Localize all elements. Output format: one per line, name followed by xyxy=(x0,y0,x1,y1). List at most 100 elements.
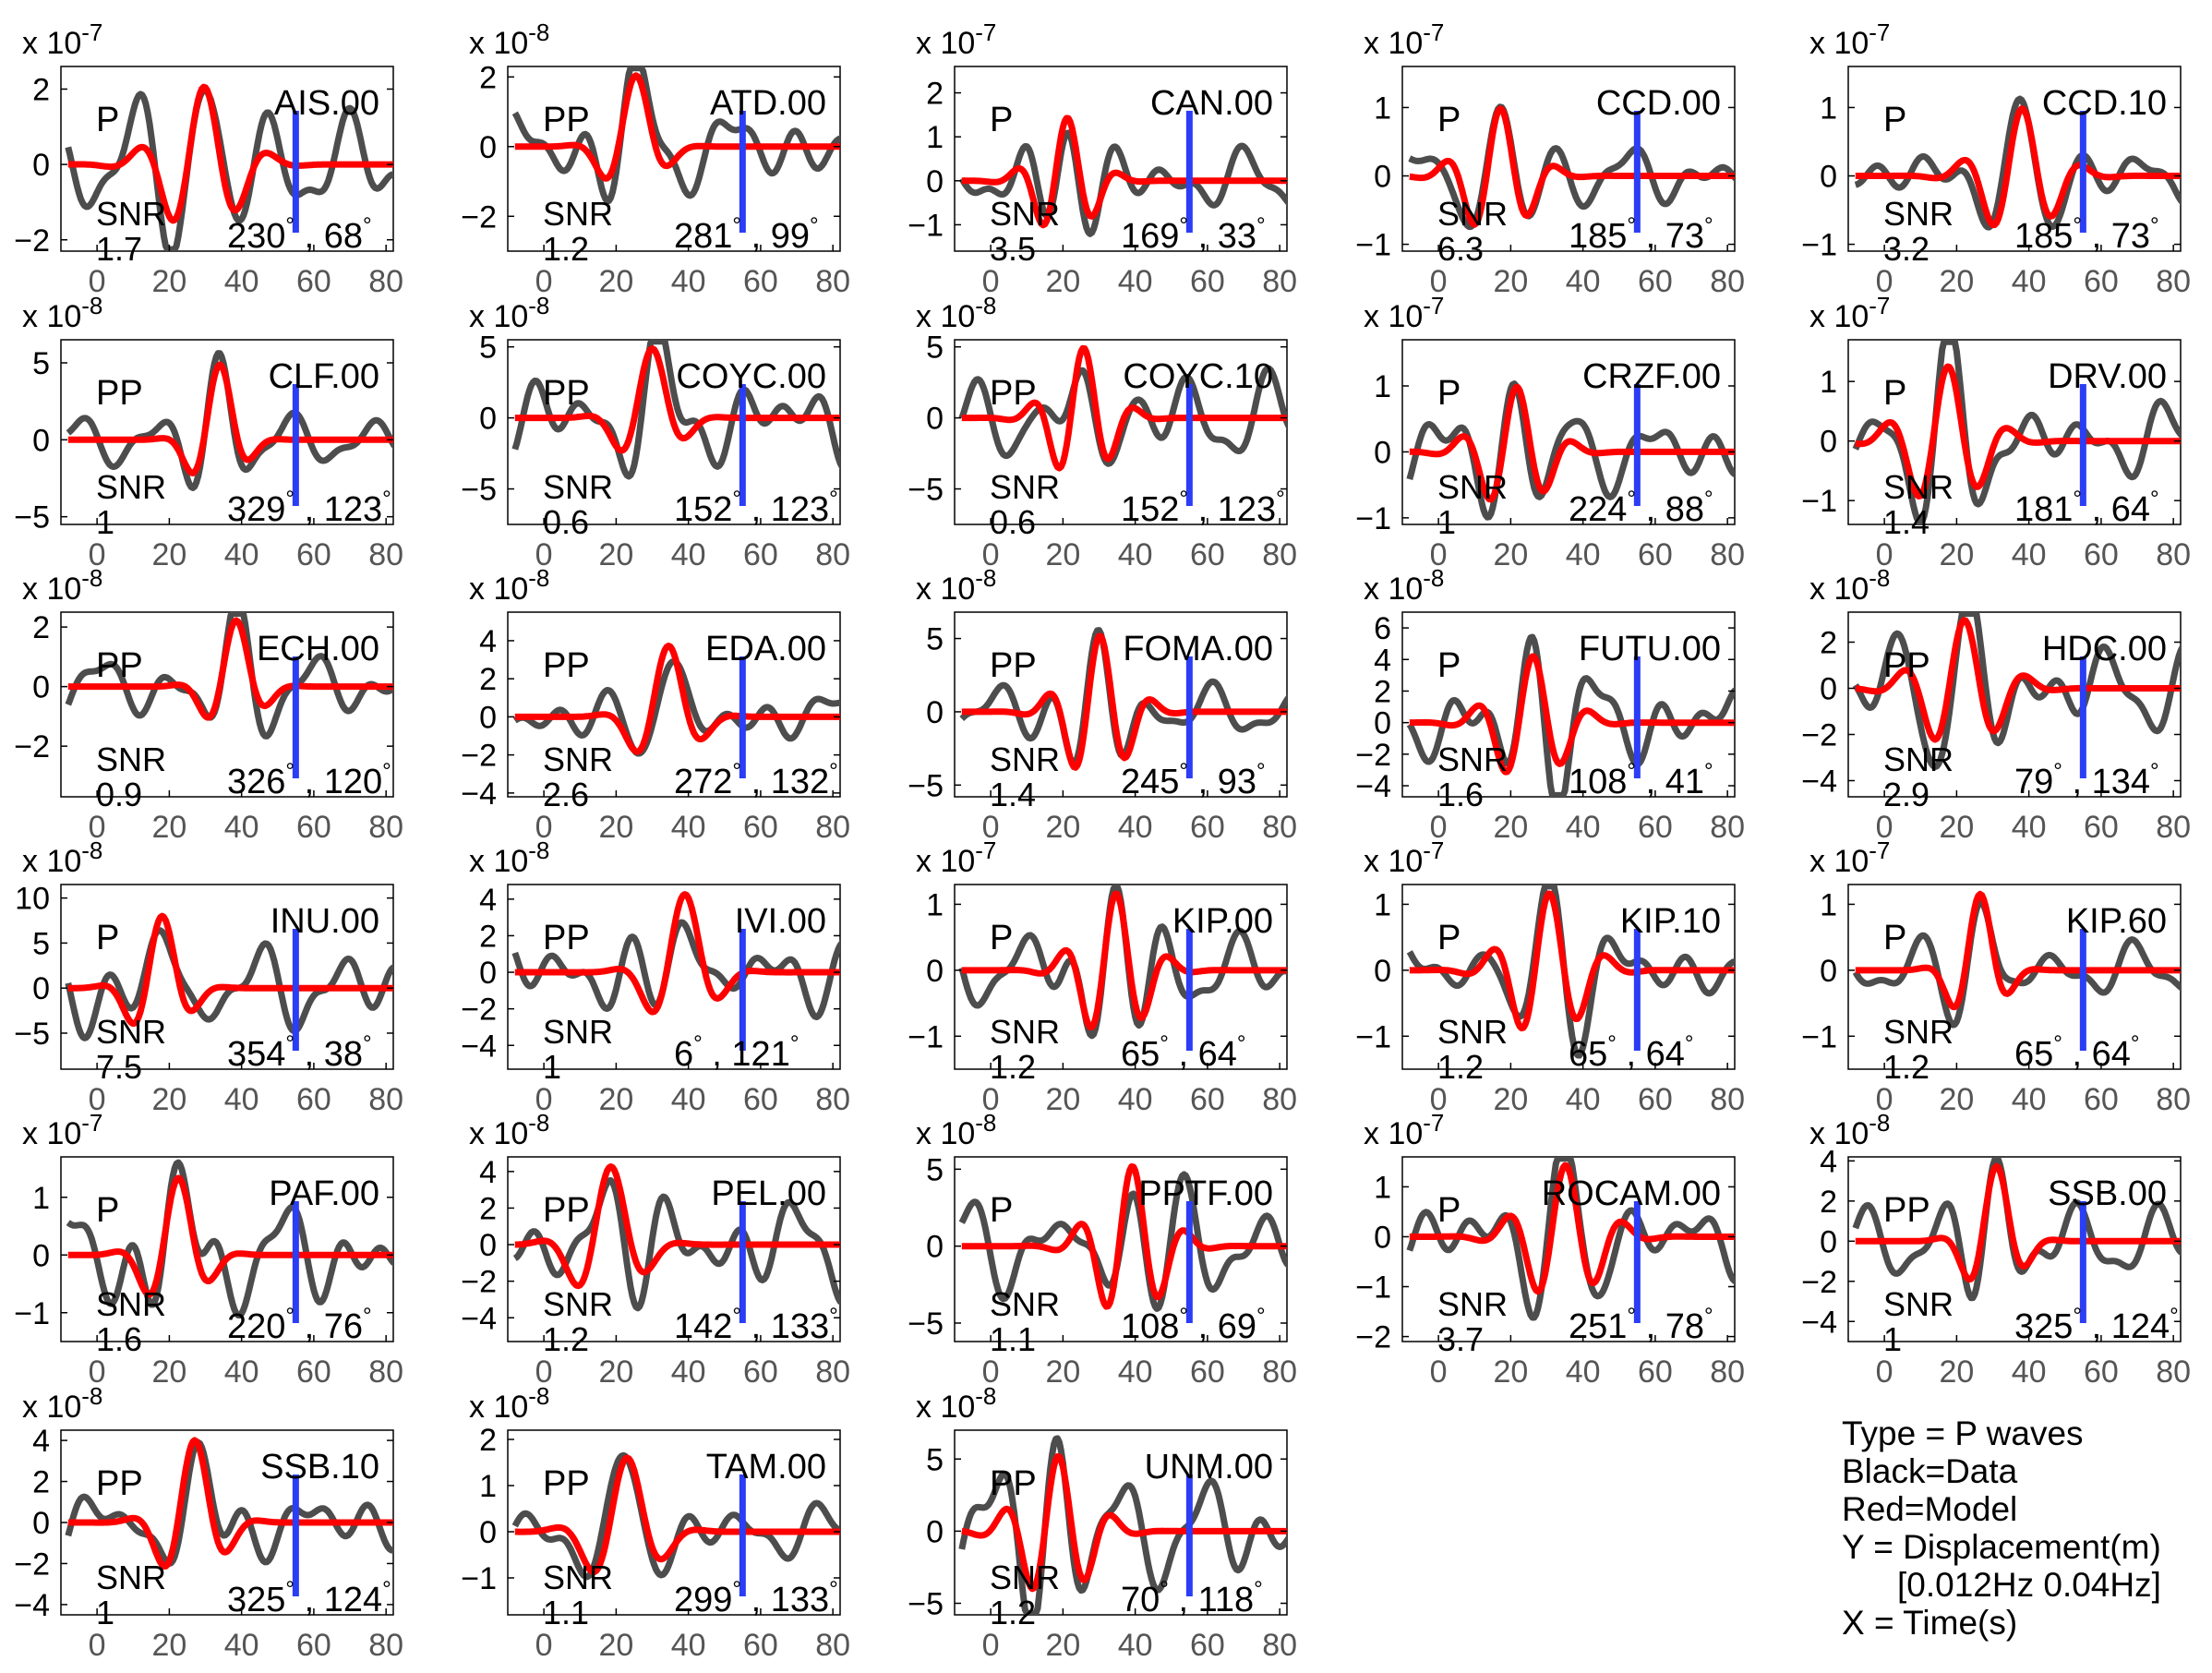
snr-value: 3.5 xyxy=(990,230,1036,268)
x-tick-label: 0 xyxy=(89,810,106,845)
y-tick-label: 2 xyxy=(479,662,497,697)
x-tick-label: 0 xyxy=(89,537,106,572)
snr-label: SNR xyxy=(96,468,166,506)
x-tick-label: 80 xyxy=(1262,1354,1297,1390)
station-label: CCD.10 xyxy=(2042,84,2167,123)
x-tick-label: 20 xyxy=(151,1628,186,1663)
snr-value: 1 xyxy=(96,1594,114,1631)
y-exponent: x 10-8 xyxy=(22,836,102,879)
axes-box xyxy=(1401,66,1736,252)
y-tick-label: 4 xyxy=(479,1155,497,1190)
y-tick-label: −2 xyxy=(1355,1320,1391,1355)
snr-label: SNR xyxy=(1437,468,1508,506)
data-trace xyxy=(1852,898,2181,1029)
degree-symbol: ° xyxy=(2073,1304,2082,1329)
x-tick-label: 20 xyxy=(1939,810,1974,845)
axes-box xyxy=(60,66,394,252)
distance-value: , 38 xyxy=(295,1035,363,1074)
x-tick-label: 20 xyxy=(598,1354,633,1390)
degree-symbol: ° xyxy=(790,1031,799,1056)
y-tick-label: 1 xyxy=(1820,365,1837,400)
x-tick-label: 40 xyxy=(224,264,259,299)
x-tick-label: 40 xyxy=(671,1082,706,1117)
x-tick-label: 0 xyxy=(535,264,553,299)
distance-value: , 133 xyxy=(741,1581,829,1619)
x-tick-label: 60 xyxy=(743,1628,778,1663)
data-trace xyxy=(65,1438,393,1567)
y-tick-label: 0 xyxy=(32,670,50,705)
degree-symbol: ° xyxy=(285,759,295,784)
y-exponent-power: -7 xyxy=(975,18,996,46)
degree-symbol: ° xyxy=(1627,1304,1636,1329)
x-tick-label: 0 xyxy=(535,1354,553,1390)
y-exponent: x 10-8 xyxy=(916,564,996,607)
snr-label: SNR xyxy=(543,195,613,233)
station-label: ECH.00 xyxy=(257,630,379,668)
x-tick-label: 60 xyxy=(2084,537,2119,572)
distance-value: , 69 xyxy=(1188,1307,1256,1346)
y-tick-label: −5 xyxy=(908,1587,944,1622)
degree-symbol: ° xyxy=(363,1031,372,1056)
snr-label: SNR xyxy=(1437,740,1508,778)
y-tick-label: 0 xyxy=(1820,954,1837,989)
x-tick-label: 80 xyxy=(368,1628,403,1663)
degree-symbol: ° xyxy=(1704,213,1713,238)
azimuth-distance: 152° , 123° xyxy=(1121,487,1285,529)
x-tick-label: 80 xyxy=(1262,1082,1297,1117)
model-trace xyxy=(513,643,840,755)
y-tick-label: 0 xyxy=(479,130,497,165)
y-tick-label: 2 xyxy=(479,60,497,95)
x-tick-label: 20 xyxy=(1045,1082,1080,1117)
data-trace xyxy=(1852,340,2181,524)
degree-symbol: ° xyxy=(2131,1031,2140,1056)
y-tick-label: 0 xyxy=(926,1230,944,1265)
snr-value: 1 xyxy=(1437,503,1456,541)
x-tick-label: 60 xyxy=(2084,1354,2119,1390)
distance-value: , 64 xyxy=(1617,1035,1685,1074)
snr-value: 1.1 xyxy=(990,1320,1036,1358)
y-tick-label: −1 xyxy=(908,1019,944,1054)
model-trace xyxy=(66,83,393,224)
y-tick-label: 2 xyxy=(1820,626,1837,661)
y-exponent-power: -7 xyxy=(975,836,996,864)
data-trace xyxy=(511,1451,840,1581)
station-label: KIP.10 xyxy=(1620,902,1721,941)
y-exponent-power: -8 xyxy=(528,564,549,592)
legend-band: [0.012Hz 0.04Hz] xyxy=(1897,1566,2161,1604)
distance-value: , 118 xyxy=(1169,1581,1254,1619)
y-exponent: x 10-8 xyxy=(916,1109,996,1151)
degree-symbol: ° xyxy=(2053,759,2062,784)
x-tick-label: 60 xyxy=(1638,810,1673,845)
snr-value: 1.4 xyxy=(990,776,1036,813)
x-tick-label: 40 xyxy=(1118,810,1153,845)
axes-box xyxy=(507,339,841,525)
axes-box xyxy=(60,884,394,1070)
y-tick-label: −1 xyxy=(461,1561,497,1596)
station-label: FOMA.00 xyxy=(1123,630,1273,668)
x-tick-label: 40 xyxy=(1566,810,1601,845)
degree-symbol: ° xyxy=(732,487,741,512)
x-tick-label: 0 xyxy=(1430,810,1448,845)
snr-label: SNR xyxy=(990,1559,1060,1596)
station-label: COYC.10 xyxy=(1123,357,1273,396)
phase-label: PP xyxy=(96,374,143,413)
y-tick-label: −5 xyxy=(461,473,497,508)
x-tick-label: 20 xyxy=(1939,537,1974,572)
y-tick-label: 0 xyxy=(479,1228,497,1263)
snr-label: SNR xyxy=(543,1013,613,1051)
phase-label: PP xyxy=(1883,1191,1930,1230)
y-tick-label: 5 xyxy=(32,926,50,961)
distance-value: , 120 xyxy=(295,763,382,801)
axes-box xyxy=(1847,611,2182,798)
x-tick-label: 40 xyxy=(1118,1628,1153,1663)
azimuth-distance: 326° , 120° xyxy=(227,759,391,801)
model-trace xyxy=(1408,1161,1735,1295)
data-trace xyxy=(65,612,393,740)
y-exponent: x 10-8 xyxy=(469,18,549,61)
y-exponent: x 10-8 xyxy=(22,292,102,334)
